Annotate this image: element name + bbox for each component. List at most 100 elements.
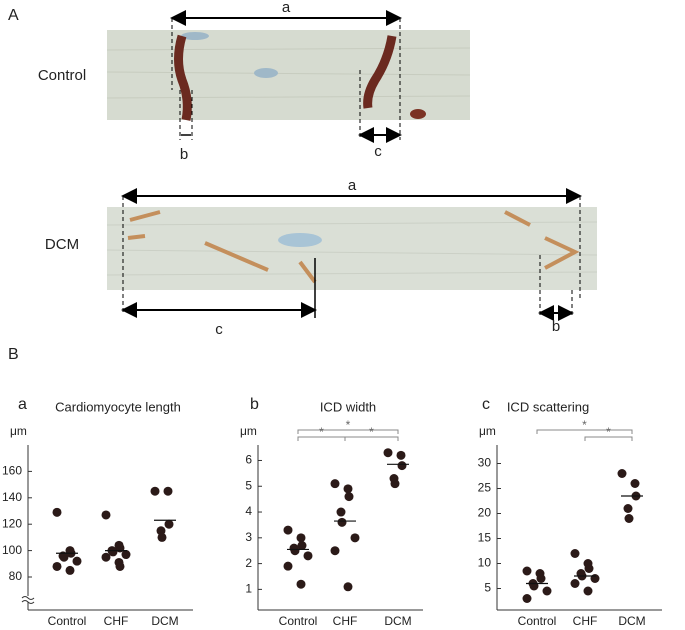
dim-label: b (180, 146, 188, 163)
data-point (330, 546, 340, 556)
y-tick-label: 15 (478, 531, 492, 545)
data-point (101, 510, 111, 520)
data-point (330, 479, 340, 489)
data-point (290, 546, 300, 556)
y-tick-label: 5 (245, 478, 252, 492)
chart-title: Cardiomyocyte length (55, 399, 181, 414)
panel-label: B (8, 346, 19, 363)
data-point (624, 514, 634, 523)
y-tick-label: 20 (478, 506, 492, 520)
data-point (303, 551, 313, 561)
x-tick-label: DCM (151, 614, 178, 628)
y-axis-label: μm (10, 424, 27, 438)
data-point (529, 581, 539, 591)
data-point (536, 574, 546, 583)
data-point (343, 582, 353, 592)
axis-break-gap (22, 596, 34, 602)
image-label: DCM (45, 236, 79, 253)
data-point (570, 579, 580, 588)
data-point (150, 486, 160, 496)
significance-bracket (297, 429, 399, 434)
data-point (397, 461, 407, 471)
data-point (396, 450, 406, 460)
data-point (283, 561, 293, 571)
significance-bracket (584, 436, 633, 441)
chart-title: ICD width (320, 399, 376, 414)
y-tick-label: 5 (484, 581, 491, 595)
significance-label: * (582, 418, 587, 432)
panel-label: a (18, 396, 27, 413)
data-point (297, 541, 307, 551)
micrograph-dcm (106, 207, 598, 290)
data-point (570, 549, 580, 558)
data-point (52, 507, 62, 517)
data-point (583, 586, 593, 596)
chart-title: ICD scattering (507, 399, 589, 414)
dim-label: b (552, 318, 560, 335)
significance-label: * (606, 425, 611, 439)
data-point (542, 586, 552, 596)
y-tick-label: 140 (2, 490, 22, 504)
dim-label: c (215, 321, 223, 338)
x-tick-label: Control (518, 614, 557, 628)
y-tick-label: 4 (245, 504, 252, 518)
micrograph-control (106, 30, 471, 121)
panel-label: A (8, 7, 19, 24)
data-point (343, 484, 353, 494)
dim-label: c (374, 143, 382, 160)
data-point (590, 574, 600, 583)
data-point (584, 564, 594, 573)
x-tick-label: DCM (618, 614, 645, 628)
significance-bracket (536, 429, 633, 434)
data-point (296, 579, 306, 589)
axis-break (21, 596, 35, 604)
data-point (296, 533, 306, 543)
image-label: Control (38, 67, 86, 84)
data-point (59, 552, 69, 562)
data-point (337, 517, 347, 527)
data-point (522, 594, 532, 603)
dim-label: a (282, 0, 291, 16)
y-tick-label: 120 (2, 516, 22, 530)
data-point (72, 556, 82, 566)
data-point (157, 532, 167, 542)
y-tick-label: 10 (478, 556, 492, 570)
y-tick-label: 1 (245, 582, 252, 596)
data-point (336, 507, 346, 517)
data-point (164, 519, 174, 529)
y-axis-label: μm (240, 424, 257, 438)
data-point (617, 469, 627, 478)
y-tick-label: 80 (9, 569, 23, 583)
y-tick-label: 2 (245, 556, 252, 570)
data-point (623, 504, 633, 513)
data-point (115, 561, 125, 571)
data-point (390, 479, 400, 489)
significance-label: * (369, 425, 374, 439)
data-point (65, 565, 75, 575)
data-point (163, 486, 173, 496)
x-tick-label: DCM (384, 614, 411, 628)
x-tick-label: Control (279, 614, 318, 628)
x-tick-label: CHF (573, 614, 598, 628)
data-point (383, 448, 393, 458)
data-point (344, 492, 354, 502)
panel-label: c (482, 396, 490, 413)
data-point (101, 552, 111, 562)
significance-bracket (344, 436, 399, 441)
dim-label: a (348, 177, 357, 194)
x-tick-label: CHF (333, 614, 358, 628)
data-point (108, 547, 118, 557)
data-point (630, 479, 640, 488)
y-tick-label: 25 (478, 481, 492, 495)
data-point (522, 566, 532, 576)
data-point (156, 526, 166, 536)
panel-label: b (250, 396, 259, 413)
significance-label: * (346, 418, 351, 432)
data-point (283, 525, 293, 535)
data-point (350, 533, 360, 543)
significance-label: * (319, 425, 324, 439)
data-point (52, 561, 62, 571)
x-tick-label: CHF (104, 614, 129, 628)
y-tick-label: 3 (245, 530, 252, 544)
